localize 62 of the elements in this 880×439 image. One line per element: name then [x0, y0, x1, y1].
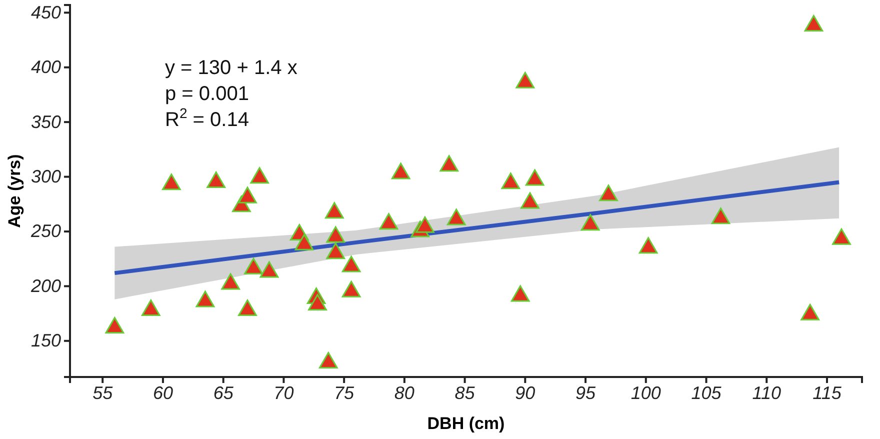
x-tick-label: 70: [274, 382, 294, 403]
point: [379, 213, 398, 230]
x-tick-label: 90: [515, 382, 536, 403]
point: [391, 162, 410, 180]
point: [416, 216, 434, 233]
point: [294, 234, 314, 250]
point: [244, 258, 263, 274]
point: [516, 72, 535, 88]
x-tick-label: 100: [630, 382, 661, 403]
y-tick-label: 400: [30, 57, 61, 78]
x-tick-label: 55: [92, 382, 114, 403]
point: [520, 192, 540, 209]
point: [326, 242, 346, 260]
point: [342, 256, 361, 272]
point: [711, 208, 730, 224]
point: [440, 155, 459, 172]
x-tick-label: 110: [752, 382, 781, 403]
annotation: y = 130 + 1.4 x: [165, 57, 298, 79]
x-tick-label: 105: [691, 382, 722, 403]
y-tick-label: 150: [30, 330, 61, 351]
point: [324, 202, 344, 219]
x-tick-label: 65: [213, 382, 234, 403]
point: [525, 169, 544, 186]
y-tick-label: 200: [30, 276, 61, 296]
y-tick-label: 300: [30, 166, 61, 187]
x-tick-label: 60: [152, 382, 173, 403]
point: [342, 280, 361, 298]
point: [238, 186, 257, 204]
point: [580, 214, 600, 231]
point: [501, 172, 520, 190]
point: [308, 294, 327, 311]
point: [250, 167, 269, 184]
point: [105, 317, 124, 334]
point: [510, 285, 530, 302]
point: [638, 237, 658, 254]
y-tick-label: 450: [30, 2, 61, 22]
y-tick-label: 350: [30, 112, 61, 132]
point: [221, 273, 240, 290]
point: [800, 304, 820, 320]
annotation: R$^{2}$ = 0.14: [165, 105, 249, 131]
x-tick-label: 80: [394, 382, 414, 403]
x-tick-label: 75: [334, 382, 356, 403]
point: [599, 184, 618, 202]
point: [804, 15, 824, 32]
line-series: [112, 180, 842, 276]
annotation: p = 0.001: [165, 83, 249, 105]
point: [206, 171, 226, 188]
point: [196, 290, 215, 308]
x-tick-label: 85: [454, 382, 476, 403]
x-tick-label: 95: [576, 382, 597, 403]
x-tick-label: 115: [812, 382, 842, 403]
point: [260, 261, 279, 278]
point: [318, 352, 338, 369]
y-axis-title: Age (yrs): [5, 154, 24, 228]
y-tick-label: 250: [30, 221, 61, 242]
x-axis-title: DBH (cm): [427, 414, 505, 433]
point: [162, 174, 181, 190]
point: [238, 300, 257, 316]
point: [832, 228, 851, 245]
point: [141, 300, 160, 316]
point: [446, 208, 466, 226]
point: [326, 226, 346, 243]
